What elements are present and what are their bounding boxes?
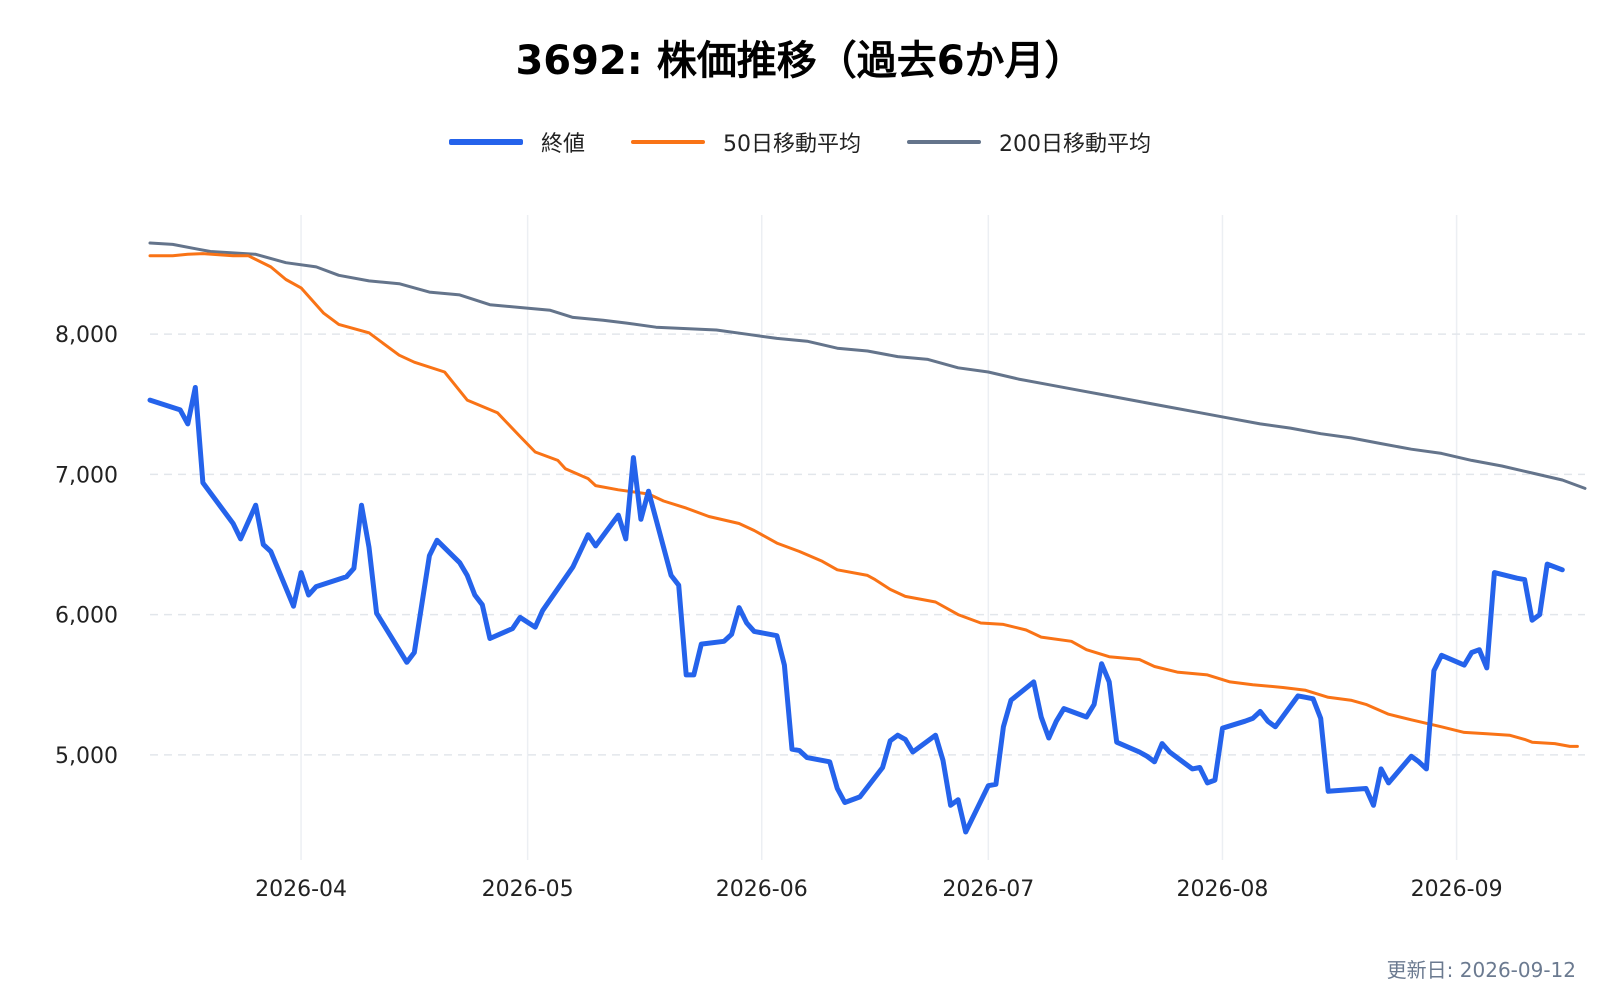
y-tick-label-3: 8,000	[55, 323, 118, 348]
y-tick-label-1: 6,000	[55, 604, 118, 629]
legend: 終値 50日移動平均 200日移動平均	[0, 126, 1600, 158]
x-tick-label-4: 2026-08	[1177, 877, 1269, 902]
legend-swatch-ma200	[907, 140, 981, 144]
x-tick-label-5: 2026-09	[1411, 877, 1503, 902]
y-tick-label-0: 5,000	[55, 744, 118, 769]
series-lines	[147, 241, 1587, 835]
x-tick-label-3: 2026-07	[942, 877, 1034, 902]
x-tick-label-0: 2026-04	[255, 877, 347, 902]
updated-date: 更新日: 2026-09-12	[1386, 958, 1576, 982]
horizontal-gridlines	[150, 333, 1585, 756]
series-line-ma50	[148, 252, 1579, 748]
series-line-ma200	[148, 241, 1587, 490]
legend-swatch-close	[448, 139, 523, 145]
y-axis-tick-labels: 5,000 6,000 7,000 8,000	[55, 323, 118, 769]
legend-label-ma50: 50日移動平均	[723, 132, 861, 157]
legend-item-ma200[interactable]: 200日移動平均	[907, 126, 1151, 158]
x-tick-label-1: 2026-05	[482, 877, 574, 902]
legend-item-ma50[interactable]: 50日移動平均	[631, 126, 861, 158]
legend-label-ma200: 200日移動平均	[999, 132, 1151, 157]
vertical-gridlines	[300, 215, 1458, 860]
legend-label-close: 終値	[540, 132, 585, 157]
chart-title: 3692: 株価推移（過去6か月）	[515, 38, 1085, 84]
y-tick-label-2: 7,000	[55, 463, 118, 488]
x-tick-label-2: 2026-06	[716, 877, 808, 902]
series-line-close	[147, 385, 1565, 835]
legend-swatch-ma50	[631, 140, 705, 144]
legend-item-close[interactable]: 終値	[448, 126, 585, 158]
x-axis-tick-labels: 2026-04 2026-05 2026-06 2026-07 2026-08 2026-…	[255, 877, 1502, 902]
